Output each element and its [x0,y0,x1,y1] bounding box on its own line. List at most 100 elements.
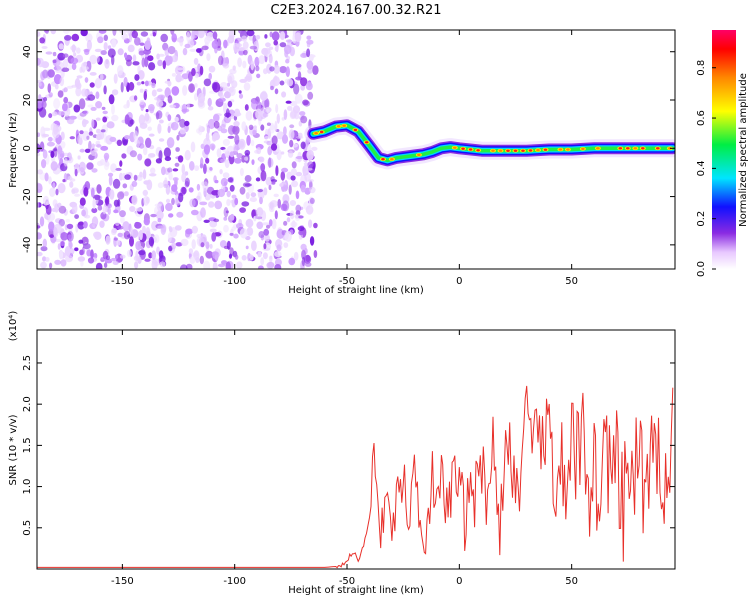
noise-blob [285,100,292,104]
noise-blob [254,215,258,219]
trace-hotspot-core [381,158,385,161]
trace-hotspot-core [498,149,503,152]
noise-blob [219,169,223,175]
noise-blob [47,136,53,142]
noise-blob [268,219,273,227]
noise-blob [223,39,228,49]
noise-blob [168,55,173,65]
trace-hotspot-core [566,148,570,151]
noise-blob [271,218,277,230]
noise-blob [270,143,278,151]
noise-blob [209,243,213,249]
noise-blob [164,87,171,98]
noise-blob [271,181,276,185]
snr-y-label: SNR (10 * v/v) [8,414,19,485]
noise-blob [172,177,179,182]
noise-blob [59,240,66,247]
noise-blob [202,181,209,192]
noise-blob [104,258,113,264]
noise-blob [86,39,92,51]
snr-series-line [37,385,674,569]
noise-blob [207,106,214,111]
noise-blob [214,200,223,210]
noise-blob [48,176,52,185]
noise-blob [229,151,235,158]
noise-blob [260,163,266,172]
noise-blob [93,231,101,238]
noise-blob [218,55,224,66]
noise-blob [171,33,177,43]
noise-blob [255,65,260,72]
noise-blob [142,189,148,196]
noise-blob [48,92,53,98]
noise-blob [279,183,284,187]
noise-blob [92,221,96,228]
noise-blob [103,152,110,161]
noise-blob [81,209,86,217]
noise-blob [153,234,160,244]
trace-hotspot-core [513,149,518,152]
noise-blob [96,160,103,167]
noise-blob [92,194,101,200]
noise-blob [211,82,218,91]
noise-blob [80,30,88,37]
noise-blob [145,227,151,237]
noise-blob [207,118,216,130]
noise-blob [190,141,196,153]
noise-blob [291,161,297,169]
noise-blob [300,77,308,87]
trace-hotspot-core [453,146,457,149]
trace-hotspot-core [468,148,473,151]
noise-blob [63,34,72,41]
noise-blob [271,31,280,41]
spectrogram-frame [36,29,676,270]
noise-blob [274,251,282,258]
noise-blob [304,187,311,195]
noise-blob [274,46,279,52]
noise-blob [159,261,166,268]
trace-hotspot-core [342,124,347,127]
noise-blob [186,31,191,43]
noise-blob [148,252,153,259]
noise-blob [151,89,157,97]
noise-blob [309,186,316,194]
noise-blob [82,221,88,229]
noise-blob [57,183,66,194]
spectrogram-y-tick-label: 20 [22,94,33,107]
noise-blob [266,122,271,126]
noise-blob [112,30,117,36]
noise-blob [105,235,111,245]
noise-blob [288,257,296,266]
noise-blob [268,157,272,169]
noise-blob [233,233,239,239]
noise-blob [208,65,216,73]
noise-blob [161,166,166,176]
noise-blob [295,204,302,213]
noise-blob [37,232,42,240]
noise-blob [195,257,200,263]
noise-blob [177,155,184,163]
noise-blob [175,242,183,247]
trace-hotspot-core [390,158,394,161]
noise-blob [218,97,226,103]
noise-blob [137,65,141,74]
noise-blob [209,143,216,150]
noise-blob [203,144,211,155]
noise-blob [290,221,298,228]
noise-blob [99,220,105,228]
noise-blob [285,66,290,78]
noise-blob [228,86,236,97]
noise-blob [115,167,122,171]
noise-blob [57,202,62,208]
snr-y-tick-label: 0.5 [22,520,33,536]
noise-blob [154,203,162,207]
noise-blob [239,78,248,83]
noise-blob [287,39,293,49]
noise-blob [79,148,85,153]
noise-blob [258,55,266,65]
noise-blob [87,257,95,264]
noise-blob [134,222,142,229]
noise-blob [265,42,271,48]
noise-blob [300,184,306,193]
noise-blob [141,57,146,68]
